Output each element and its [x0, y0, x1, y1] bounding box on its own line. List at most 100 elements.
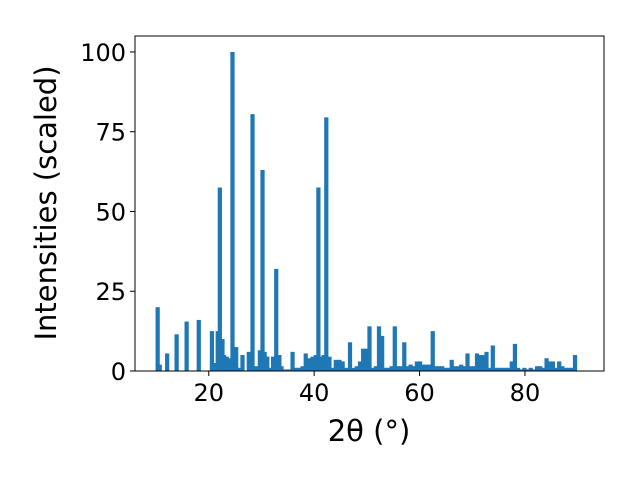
- bar: [260, 170, 265, 371]
- bar: [221, 355, 227, 371]
- bar: [380, 335, 385, 371]
- bar: [370, 367, 375, 371]
- bar: [512, 343, 518, 371]
- bar: [414, 361, 420, 371]
- bar: [534, 366, 540, 371]
- bar: [408, 364, 413, 371]
- y-tick-label: 0: [111, 358, 126, 386]
- bar: [286, 369, 291, 371]
- bar: [240, 355, 245, 371]
- bar: [459, 364, 464, 371]
- y-axis-label: Intensities (scaled): [29, 65, 63, 340]
- bar: [270, 356, 276, 371]
- bar: [313, 355, 318, 371]
- bar: [519, 369, 524, 371]
- bar: [257, 350, 262, 371]
- bar: [468, 366, 473, 371]
- bar: [184, 321, 189, 371]
- bar: [516, 367, 521, 371]
- bar: [531, 369, 537, 371]
- bar: [279, 366, 284, 371]
- bar: [262, 351, 267, 371]
- bar: [174, 334, 179, 371]
- bar: [196, 319, 201, 371]
- bar: [506, 367, 511, 371]
- x-tick-label: 20: [194, 379, 225, 407]
- x-tick-label: 80: [510, 379, 541, 407]
- bar: [277, 355, 282, 371]
- bar: [318, 356, 324, 371]
- y-tick-label: 100: [80, 39, 126, 67]
- bar: [497, 367, 502, 371]
- bar: [324, 117, 329, 371]
- bar: [321, 355, 326, 371]
- bar: [357, 361, 363, 371]
- bar: [290, 351, 295, 371]
- bar: [383, 367, 388, 371]
- bar: [330, 367, 335, 371]
- bar: [274, 268, 279, 371]
- bar: [246, 351, 251, 371]
- bar: [503, 367, 508, 371]
- y-tick-label: 25: [95, 278, 126, 306]
- bar: [455, 366, 461, 371]
- y-tick-label: 75: [95, 119, 126, 147]
- bar: [327, 356, 332, 371]
- bar: [484, 351, 489, 371]
- bar: [265, 356, 270, 371]
- bar: [478, 355, 483, 371]
- bar: [553, 367, 559, 371]
- bar: [165, 353, 170, 371]
- bar: [566, 367, 571, 371]
- bar: [307, 358, 312, 371]
- bar: [386, 367, 391, 371]
- bar: [509, 361, 514, 371]
- bar: [376, 326, 382, 371]
- y-axis-ticks: 0 25 50 75 100: [80, 39, 135, 386]
- bar: [367, 326, 372, 371]
- bar: [405, 366, 410, 371]
- bar: [544, 358, 549, 371]
- bar: [230, 51, 235, 371]
- x-axis-ticks: 20 40 60 80: [194, 371, 541, 407]
- bar: [541, 367, 546, 371]
- bar: [297, 367, 302, 371]
- bar: [471, 366, 476, 371]
- bar: [364, 348, 369, 371]
- bar: [528, 367, 533, 371]
- bar: [465, 353, 470, 371]
- bar: [538, 366, 543, 371]
- bar: [436, 366, 442, 371]
- bar: [236, 367, 241, 371]
- bar: [373, 366, 378, 371]
- x-axis-label: 2θ (°): [328, 414, 411, 448]
- bar: [487, 367, 492, 371]
- bar: [417, 361, 423, 371]
- bar: [440, 366, 445, 371]
- bar: [547, 361, 552, 371]
- bar: [572, 355, 578, 371]
- bar: [525, 369, 530, 371]
- bar: [550, 361, 555, 371]
- bar: [424, 364, 429, 371]
- bar: [267, 367, 273, 371]
- bar: [234, 347, 239, 371]
- bar: [462, 366, 467, 371]
- bar: [212, 363, 217, 371]
- bar: [433, 366, 439, 371]
- bar: [217, 187, 222, 371]
- bar: [351, 367, 356, 371]
- bar: [347, 342, 353, 371]
- bar: [443, 367, 448, 371]
- bar: [399, 366, 404, 371]
- bar: [449, 359, 454, 371]
- bar: [563, 367, 568, 371]
- bar: [226, 358, 231, 371]
- x-tick-label: 60: [404, 379, 435, 407]
- bar: [354, 366, 359, 371]
- bar: [522, 367, 527, 371]
- bar: [337, 359, 342, 371]
- bar: [500, 367, 505, 371]
- bar: [155, 307, 160, 371]
